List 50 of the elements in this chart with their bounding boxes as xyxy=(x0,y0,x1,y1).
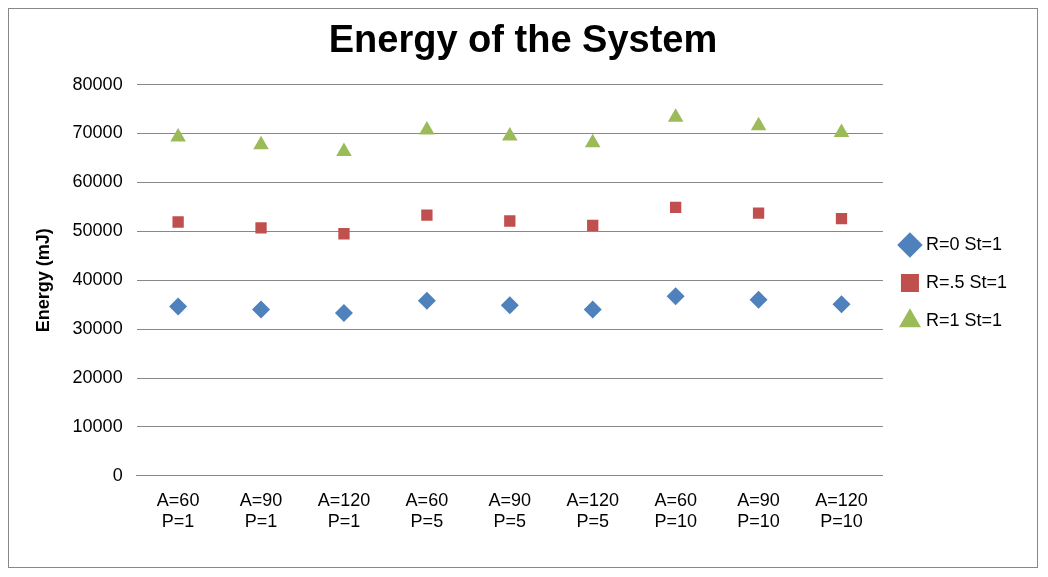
point xyxy=(338,228,350,240)
x-tick-label: A=90 P=10 xyxy=(737,489,780,532)
point xyxy=(253,135,269,150)
y-tick-label: 70000 xyxy=(72,122,123,143)
point xyxy=(583,300,602,319)
y-tick-label: 60000 xyxy=(72,171,123,192)
point xyxy=(169,297,188,316)
point xyxy=(336,142,352,157)
y-tick-label: 30000 xyxy=(72,318,123,339)
point xyxy=(587,219,599,232)
x-tick-label: A=60 P=10 xyxy=(654,489,697,532)
y-axis-title: Energy (mJ) xyxy=(32,228,53,333)
y-tick-label: 50000 xyxy=(72,220,123,241)
point xyxy=(669,201,682,213)
point xyxy=(584,133,601,148)
x-tick-label: A=120 P=1 xyxy=(317,489,371,532)
point xyxy=(170,127,186,142)
point xyxy=(172,216,184,228)
legend-label: R=1 St=1 xyxy=(925,309,1003,330)
legend-label: R=0 St=1 xyxy=(925,233,1003,254)
point xyxy=(752,207,765,219)
y-tick-label: 40000 xyxy=(72,269,123,290)
point xyxy=(504,215,516,227)
point xyxy=(749,290,768,309)
point xyxy=(255,222,267,234)
y-tick-label: 80000 xyxy=(72,73,123,94)
point xyxy=(500,296,519,315)
x-tick-label: A=120 P=10 xyxy=(815,489,868,532)
point xyxy=(750,116,767,131)
x-tick-label: A=60 P=5 xyxy=(405,489,449,532)
point xyxy=(417,291,436,310)
x-tick-label: A=90 P=5 xyxy=(488,489,532,532)
point xyxy=(502,126,518,141)
point xyxy=(252,300,271,319)
y-tick-label: 20000 xyxy=(72,366,123,387)
point xyxy=(666,287,685,306)
point xyxy=(334,303,353,322)
x-tick-label: A=120 P=5 xyxy=(566,489,619,532)
point xyxy=(832,295,851,314)
point xyxy=(419,121,435,135)
y-tick-label: 0 xyxy=(112,464,123,485)
point xyxy=(667,108,684,122)
point xyxy=(833,123,850,138)
y-tick-label: 10000 xyxy=(72,415,123,436)
point xyxy=(421,209,433,221)
chart-title: Energy of the System xyxy=(328,18,718,61)
point xyxy=(835,212,848,225)
x-tick-label: A=60 P=1 xyxy=(156,489,200,532)
legend-label: R=.5 St=1 xyxy=(925,271,1008,292)
x-tick-label: A=90 P=1 xyxy=(239,489,283,532)
